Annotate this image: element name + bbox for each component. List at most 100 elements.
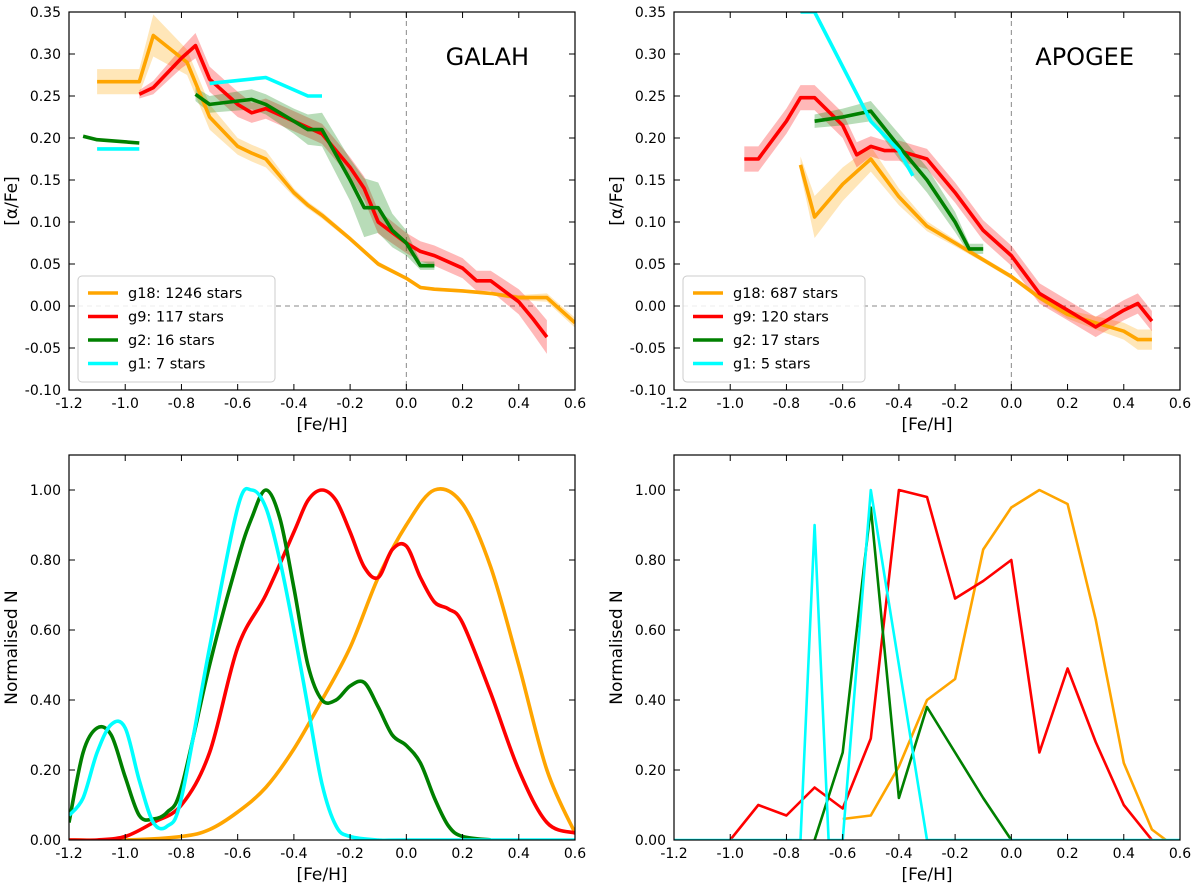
y-tick-label: 0.80 — [30, 553, 61, 569]
series-line-g9 — [69, 488, 575, 840]
y-tick-label: -0.10 — [25, 383, 61, 399]
series-line-g18 — [798, 157, 1152, 342]
x-tick-label: 0.4 — [1113, 846, 1135, 862]
axes-frame — [68, 454, 576, 841]
panel-apogee-alpha: -1.2 -1.0 -0.8 -0.6 -0.4 -0.2 0.0 0.2 0.4 0.6 -0.1… — [607, 5, 1191, 435]
y-tick-label: 0.60 — [635, 623, 666, 639]
x-tick-label: 0.4 — [1113, 396, 1135, 412]
y-tick-label: 0.20 — [635, 131, 666, 147]
y-tick-label: -0.05 — [630, 341, 666, 357]
series-line-g2 — [82, 134, 140, 145]
legend: g18: 1246 stars g9: 117 stars g2: 16 stars… — [77, 275, 276, 383]
x-tick-label: 0.2 — [451, 846, 473, 862]
x-tick-label: -0.6 — [829, 846, 856, 862]
x-axis-label: [Fe/H] — [296, 415, 347, 435]
x-tick-label: -0.2 — [941, 846, 968, 862]
legend-label-g9: g9: 120 stars — [733, 310, 829, 326]
series-line-g1 — [69, 486, 575, 840]
legend-label-g2: g2: 17 stars — [733, 333, 820, 349]
y-axis-label: Normalised N — [607, 590, 627, 704]
x-tick-label: -0.6 — [829, 396, 856, 412]
y-axis-label: [α/Fe] — [2, 176, 22, 226]
plot-area — [82, 14, 575, 354]
error-band-g9 — [744, 85, 1152, 338]
y-tick-label: 0.30 — [30, 47, 61, 63]
series-line-g9 — [744, 95, 1154, 329]
y-axis-label: [α/Fe] — [607, 176, 627, 226]
x-tick-label: -0.4 — [280, 846, 307, 862]
axes-frame — [673, 454, 1181, 841]
x-tick-label: -0.4 — [885, 396, 912, 412]
series-line-g18 — [842, 488, 1167, 840]
legend-label-g1: g1: 7 stars — [128, 357, 205, 373]
x-axis-label: [Fe/H] — [296, 865, 347, 885]
x-tick-label: 0.2 — [1056, 846, 1078, 862]
series-line-g2 — [194, 92, 435, 268]
x-tick-label: 0.2 — [451, 396, 473, 412]
y-tick-label: 0.20 — [30, 763, 61, 779]
x-axis-label: [Fe/H] — [901, 415, 952, 435]
x-tick-label: 0.4 — [508, 846, 530, 862]
y-tick-label: 0.20 — [635, 763, 666, 779]
series-line-g9 — [138, 43, 549, 339]
series-line-g1 — [209, 75, 322, 98]
x-tick-label: 0.6 — [1169, 846, 1191, 862]
y-tick-label: -0.10 — [630, 383, 666, 399]
y-tick-label: 0.00 — [30, 299, 61, 315]
plot-area — [674, 488, 1180, 840]
y-tick-label: 0.00 — [30, 833, 61, 849]
series-line-g2 — [814, 109, 984, 251]
legend-label-g18: g18: 687 stars — [733, 286, 838, 302]
legend: g18: 687 stars g9: 120 stars g2: 17 stars g… — [682, 275, 866, 383]
x-tick-label: -1.2 — [55, 846, 82, 862]
panel-galah-alpha: -1.2 -1.0 -0.8 -0.6 -0.4 -0.2 0.0 0.2 0.4 0.6 -0.1… — [2, 5, 586, 435]
y-tick-label: 0.05 — [30, 257, 61, 273]
y-tick-label: 0.20 — [30, 131, 61, 147]
panel-apogee-mdf: -1.2 -1.0 -0.8 -0.6 -0.4 -0.2 0.0 0.2 0.4 0.6 0.00… — [607, 454, 1191, 885]
x-tick-label: 0.6 — [564, 846, 586, 862]
legend-box — [682, 275, 866, 383]
y-tick-label: 0.60 — [30, 623, 61, 639]
x-tick-label: -1.0 — [112, 846, 139, 862]
x-tick-label: 0.0 — [395, 846, 417, 862]
y-tick-label: 0.10 — [635, 215, 666, 231]
legend-label-g9: g9: 117 stars — [128, 310, 224, 326]
x-tick-label: -1.0 — [112, 396, 139, 412]
series-line-g18 — [97, 33, 575, 325]
legend-box — [77, 275, 276, 383]
x-tick-label: 0.0 — [1000, 846, 1022, 862]
y-tick-label: 0.35 — [635, 5, 666, 21]
panel-galah-mdf: -1.2 -1.0 -0.8 -0.6 -0.4 -0.2 0.0 0.2 0.4 0.6 0.00… — [2, 454, 586, 885]
y-tick-label: 0.10 — [30, 215, 61, 231]
x-tick-label: -0.8 — [773, 396, 800, 412]
error-band-g9 — [139, 33, 547, 354]
y-tick-label: 0.05 — [635, 257, 666, 273]
x-tick-label: -0.2 — [336, 396, 363, 412]
y-tick-label: 0.00 — [635, 299, 666, 315]
x-tick-label: -0.8 — [168, 846, 195, 862]
y-tick-label: 0.25 — [635, 89, 666, 105]
x-tick-label: 0.4 — [508, 396, 530, 412]
y-tick-label: 0.30 — [635, 47, 666, 63]
x-tick-label: -1.0 — [717, 396, 744, 412]
x-tick-label: 0.0 — [1000, 396, 1022, 412]
y-tick-label: 1.00 — [635, 483, 666, 499]
x-tick-label: -1.0 — [717, 846, 744, 862]
y-tick-label: 1.00 — [30, 483, 61, 499]
x-tick-label: -1.2 — [660, 396, 687, 412]
plot-area — [744, 12, 1154, 350]
x-tick-label: -0.4 — [885, 846, 912, 862]
axes-frame — [68, 11, 576, 391]
series-line-g1 — [800, 12, 915, 177]
y-tick-label: 0.25 — [30, 89, 61, 105]
panel-annotation: APOGEE — [1035, 43, 1134, 71]
x-tick-label: -0.2 — [336, 846, 363, 862]
x-tick-label: -0.6 — [224, 396, 251, 412]
x-axis-label: [Fe/H] — [901, 865, 952, 885]
y-tick-label: 0.35 — [30, 5, 61, 21]
x-tick-label: -0.2 — [941, 396, 968, 412]
plot-area — [69, 486, 575, 840]
x-tick-label: 0.0 — [395, 396, 417, 412]
